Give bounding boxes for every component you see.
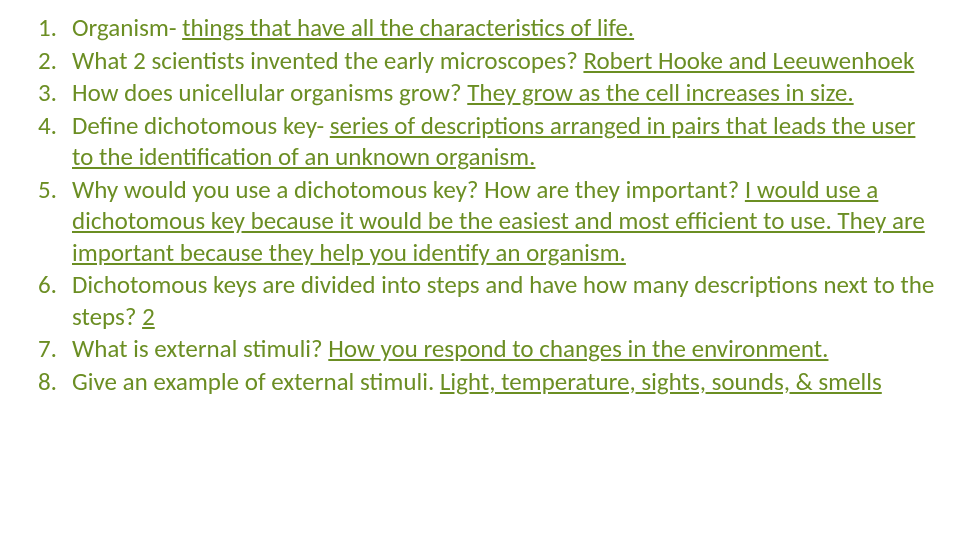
item-question: How does unicellular organisms grow? [72,77,467,108]
list-item: Dichotomous keys are divided into steps … [24,269,936,332]
item-answer: Robert Hooke and Leeuwenhoek [583,45,914,76]
numbered-list: Organism- things that have all the chara… [24,12,936,397]
item-question: Define dichotomous key- [72,110,330,141]
item-answer: 2 [142,301,155,332]
list-item: Why would you use a dichotomous key? How… [24,174,936,269]
list-item: How does unicellular organisms grow? The… [24,77,936,109]
item-question: Dichotomous keys are divided into steps … [72,269,934,332]
list-item: What 2 scientists invented the early mic… [24,45,936,77]
item-question: Organism- [72,12,182,43]
item-answer: Light, temperature, sights, sounds, & sm… [440,366,882,397]
item-answer: How you respond to changes in the enviro… [328,333,828,364]
item-answer: They grow as the cell increases in size. [467,77,853,108]
list-item: Organism- things that have all the chara… [24,12,936,44]
list-item: Give an example of external stimuli. Lig… [24,366,936,398]
item-question: What 2 scientists invented the early mic… [72,45,583,76]
list-item: What is external stimuli? How you respon… [24,333,936,365]
item-question: Why would you use a dichotomous key? How… [72,174,745,205]
item-answer: things that have all the characteristics… [182,12,634,43]
item-question: Give an example of external stimuli. [72,366,440,397]
item-question: What is external stimuli? [72,333,328,364]
list-item: Define dichotomous key- series of descri… [24,110,936,173]
